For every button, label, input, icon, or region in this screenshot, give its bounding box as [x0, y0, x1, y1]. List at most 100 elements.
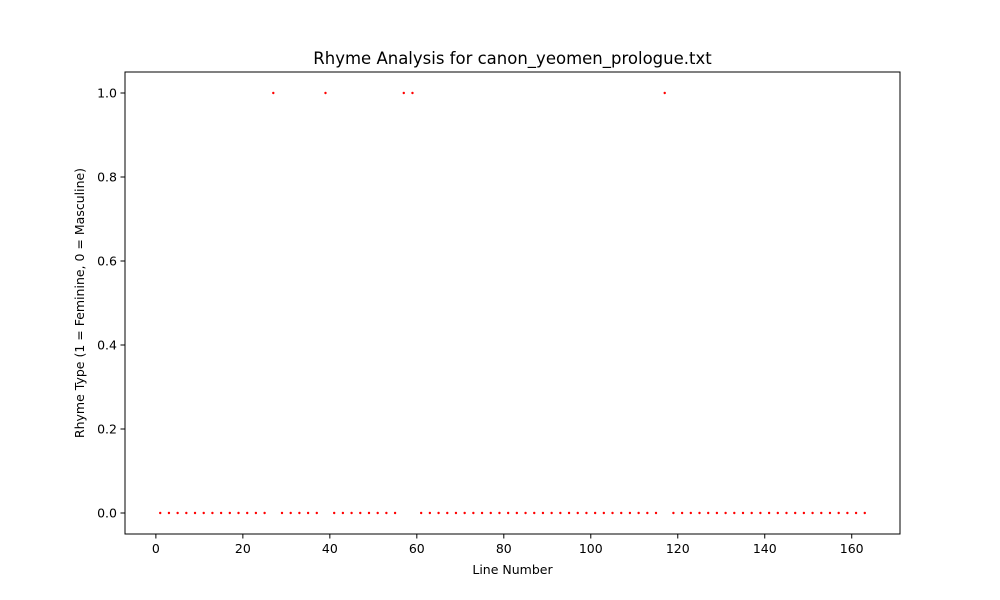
data-point	[350, 511, 353, 515]
data-point	[341, 511, 345, 515]
data-point	[298, 511, 301, 515]
data-point	[837, 511, 840, 515]
data-point	[324, 91, 327, 95]
data-point	[289, 511, 292, 515]
data-point	[541, 511, 545, 515]
data-point	[437, 511, 440, 515]
data-point	[715, 511, 719, 515]
data-point	[385, 511, 388, 515]
data-point	[863, 511, 866, 515]
data-point	[246, 511, 249, 515]
data-point	[663, 91, 666, 95]
data-point	[359, 511, 362, 515]
data-point	[272, 91, 275, 95]
data-point	[802, 511, 806, 515]
data-point	[167, 511, 171, 515]
data-point	[332, 511, 336, 515]
data-point	[533, 511, 536, 515]
plot-area-frame	[124, 71, 901, 535]
data-point	[428, 511, 432, 515]
data-point	[559, 511, 562, 515]
data-point	[498, 511, 501, 515]
data-point	[254, 511, 258, 515]
data-point	[724, 511, 727, 515]
data-point	[828, 511, 832, 515]
data-point	[593, 511, 597, 515]
y-tick-label: 0.6	[97, 254, 117, 269]
y-tick-label: 0.2	[97, 422, 117, 437]
x-tick-label: 80	[496, 541, 512, 556]
data-point	[793, 511, 797, 515]
data-point	[411, 91, 414, 95]
x-tick-label: 160	[840, 541, 864, 556]
data-point	[846, 511, 849, 515]
y-tick-label: 0.8	[97, 170, 117, 185]
y-tick-label: 0.4	[97, 338, 117, 353]
data-point	[402, 91, 405, 95]
data-point	[463, 511, 466, 515]
data-point	[820, 511, 823, 515]
data-point	[654, 511, 658, 515]
data-point	[611, 511, 614, 515]
data-point	[506, 511, 510, 515]
data-point	[620, 511, 623, 515]
data-point	[733, 511, 736, 515]
data-point	[202, 511, 205, 515]
data-point	[454, 511, 458, 515]
data-point	[176, 511, 179, 515]
data-point	[367, 511, 371, 515]
data-point	[707, 511, 710, 515]
x-tick-label: 20	[235, 541, 251, 556]
data-point	[567, 511, 571, 515]
data-points	[159, 91, 866, 515]
data-point	[646, 511, 649, 515]
data-point	[698, 511, 701, 515]
x-axis: 0 20 40 60 80 100 120 140 160	[152, 534, 864, 556]
data-point	[680, 511, 684, 515]
data-point	[689, 511, 693, 515]
data-point	[211, 511, 214, 515]
data-point	[515, 511, 519, 515]
data-point	[602, 511, 606, 515]
y-tick-label: 1.0	[97, 86, 117, 101]
x-tick-label: 100	[579, 541, 603, 556]
data-point	[185, 511, 188, 515]
data-point	[550, 511, 553, 515]
data-point	[672, 511, 675, 515]
data-point	[193, 511, 197, 515]
chart-title: Rhyme Analysis for canon_yeomen_prologue…	[313, 49, 712, 69]
data-point	[419, 511, 423, 515]
x-tick-label: 120	[666, 541, 690, 556]
x-tick-label: 60	[409, 541, 425, 556]
data-point	[637, 511, 640, 515]
data-point	[219, 511, 223, 515]
data-point	[472, 511, 475, 515]
data-point	[759, 511, 762, 515]
data-point	[315, 511, 318, 515]
data-point	[776, 511, 779, 515]
data-point	[237, 511, 240, 515]
data-point	[576, 511, 579, 515]
data-point	[306, 511, 310, 515]
data-point	[393, 511, 397, 515]
x-tick-label: 140	[753, 541, 777, 556]
data-point	[854, 511, 858, 515]
data-point	[741, 511, 745, 515]
x-tick-label: 0	[152, 541, 160, 556]
data-point	[524, 511, 527, 515]
data-point	[263, 511, 266, 515]
data-point	[785, 511, 788, 515]
y-axis-label: Rhyme Type (1 = Feminine, 0 = Masculine)	[72, 168, 87, 438]
data-point	[489, 511, 492, 515]
x-tick-label: 40	[322, 541, 338, 556]
data-point	[228, 511, 232, 515]
data-point	[376, 511, 379, 515]
data-point	[280, 511, 284, 515]
data-point	[767, 511, 771, 515]
y-axis: 0.0 0.2 0.4 0.6 0.8 1.0	[97, 86, 125, 521]
data-point	[811, 511, 814, 515]
data-point	[446, 511, 449, 515]
data-point	[480, 511, 484, 515]
